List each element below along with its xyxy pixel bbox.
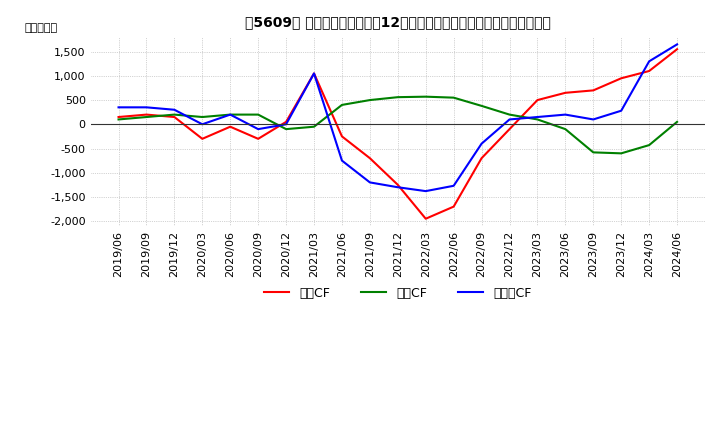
投資CF xyxy=(533,117,541,122)
フリーCF xyxy=(617,108,626,114)
営業CF xyxy=(394,182,402,187)
営業CF xyxy=(477,156,486,161)
フリーCF xyxy=(198,121,207,127)
フリーCF xyxy=(672,42,681,47)
営業CF xyxy=(672,47,681,52)
Line: 営業CF: 営業CF xyxy=(119,49,677,219)
フリーCF xyxy=(310,71,318,76)
営業CF xyxy=(589,88,598,93)
投資CF xyxy=(310,124,318,129)
営業CF xyxy=(645,68,654,73)
営業CF xyxy=(449,204,458,209)
営業CF xyxy=(338,134,346,139)
営業CF xyxy=(310,71,318,76)
投資CF xyxy=(338,102,346,107)
フリーCF xyxy=(449,183,458,188)
営業CF xyxy=(505,126,514,132)
投資CF xyxy=(672,119,681,125)
フリーCF xyxy=(589,117,598,122)
投資CF xyxy=(589,150,598,155)
投資CF xyxy=(561,126,570,132)
フリーCF xyxy=(142,105,150,110)
フリーCF xyxy=(505,117,514,122)
投資CF xyxy=(226,112,235,117)
投資CF xyxy=(449,95,458,100)
投資CF xyxy=(394,95,402,100)
営業CF xyxy=(561,90,570,95)
投資CF xyxy=(198,114,207,120)
Line: 投資CF: 投資CF xyxy=(119,97,677,154)
営業CF xyxy=(282,119,290,125)
フリーCF xyxy=(421,188,430,194)
Line: フリーCF: フリーCF xyxy=(119,44,677,191)
営業CF xyxy=(114,114,123,120)
投資CF xyxy=(505,112,514,117)
投資CF xyxy=(617,151,626,156)
フリーCF xyxy=(170,107,179,112)
投資CF xyxy=(170,112,179,117)
フリーCF xyxy=(282,121,290,127)
投資CF xyxy=(142,114,150,120)
営業CF xyxy=(142,112,150,117)
営業CF xyxy=(617,76,626,81)
投資CF xyxy=(645,143,654,148)
投資CF xyxy=(477,103,486,109)
フリーCF xyxy=(394,185,402,190)
投資CF xyxy=(282,126,290,132)
営業CF xyxy=(254,136,263,141)
営業CF xyxy=(170,114,179,120)
Legend: 営業CF, 投資CF, フリーCF: 営業CF, 投資CF, フリーCF xyxy=(259,282,536,305)
フリーCF xyxy=(533,114,541,120)
フリーCF xyxy=(338,158,346,163)
投資CF xyxy=(421,94,430,99)
投資CF xyxy=(366,97,374,103)
投資CF xyxy=(114,117,123,122)
フリーCF xyxy=(366,180,374,185)
フリーCF xyxy=(477,141,486,146)
フリーCF xyxy=(645,59,654,64)
フリーCF xyxy=(254,126,263,132)
営業CF xyxy=(226,124,235,129)
営業CF xyxy=(366,156,374,161)
営業CF xyxy=(421,216,430,221)
営業CF xyxy=(533,97,541,103)
Title: 【5609】 キャッシュフローの12か月移動合計の対前年同期増減額の推移: 【5609】 キャッシュフローの12か月移動合計の対前年同期増減額の推移 xyxy=(245,15,551,29)
フリーCF xyxy=(226,112,235,117)
Y-axis label: （百万円）: （百万円） xyxy=(25,23,58,33)
営業CF xyxy=(198,136,207,141)
投資CF xyxy=(254,112,263,117)
フリーCF xyxy=(114,105,123,110)
フリーCF xyxy=(561,112,570,117)
